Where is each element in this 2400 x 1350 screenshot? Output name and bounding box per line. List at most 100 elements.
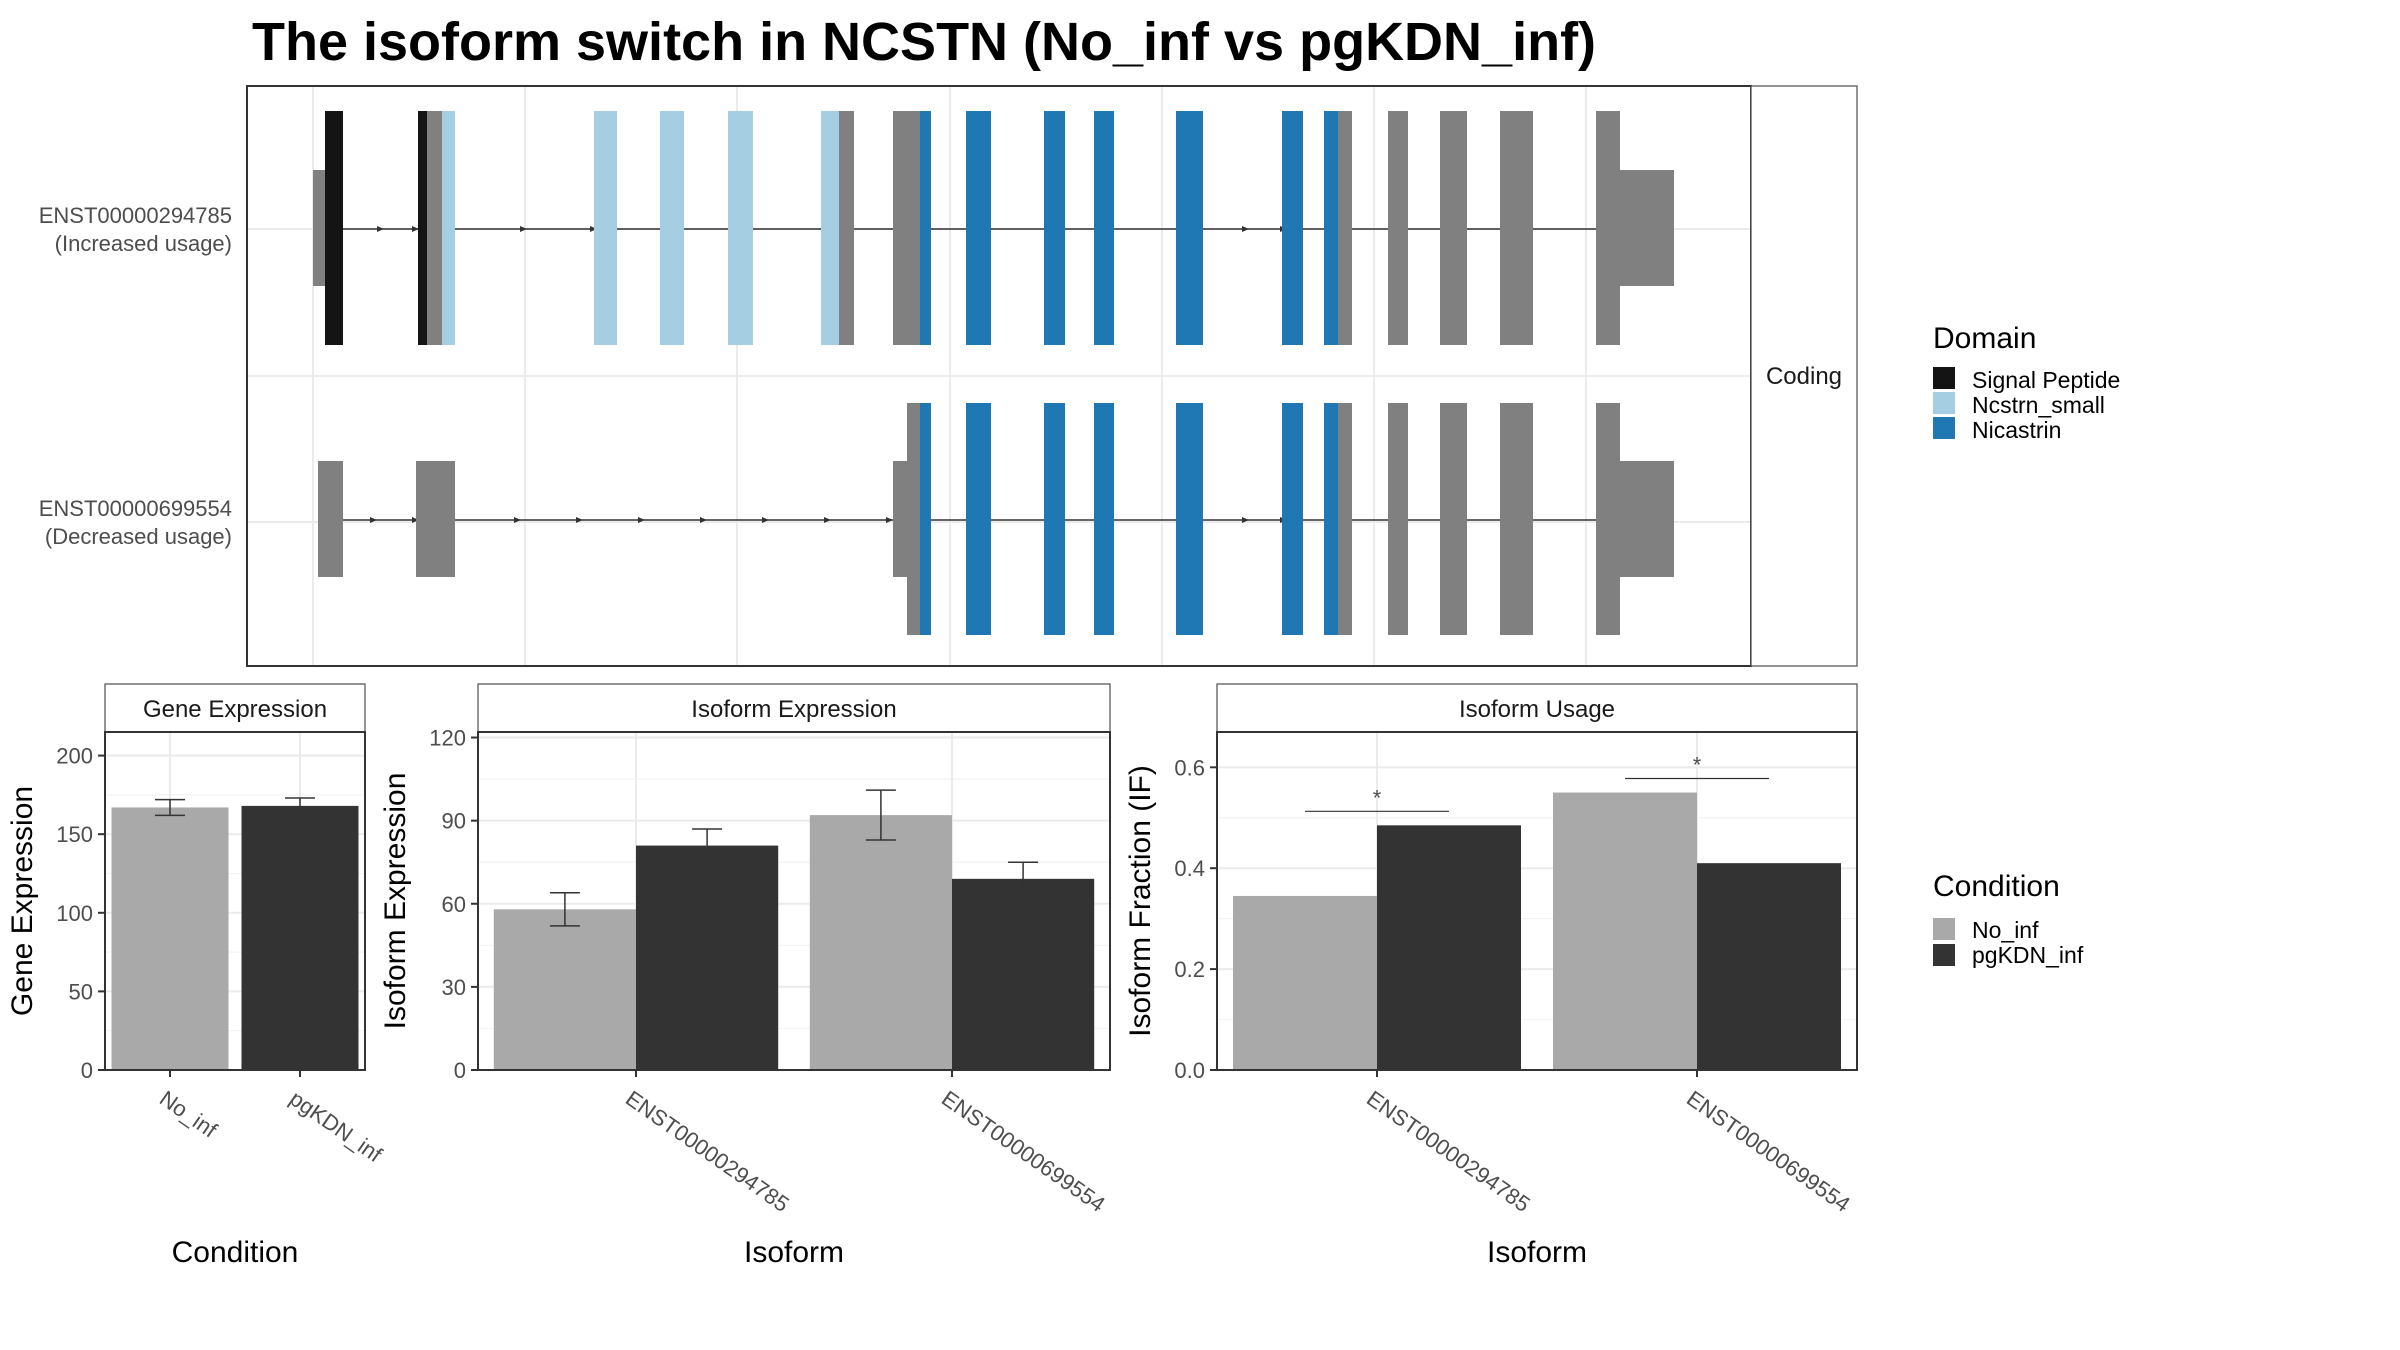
exon-nicastrin [920, 111, 931, 345]
utr-exon [1620, 461, 1674, 577]
intron-arrow [638, 517, 645, 523]
isoform-usage-xlabel: Isoform [1487, 1236, 1587, 1269]
gene-expression-frame [104, 731, 366, 1071]
exon-nicastrin [966, 111, 991, 345]
bar [493, 909, 636, 1070]
y-tick-label: 50 [69, 979, 93, 1004]
bar [111, 807, 229, 1070]
gene-expression-bars [111, 805, 359, 1070]
exon-grey [427, 111, 442, 345]
bar [809, 815, 952, 1070]
isoform-2-id: ENST00000699554 [39, 496, 232, 521]
domain-legend-title: Domain [1933, 322, 2036, 355]
exon-ncstrn-small [594, 111, 617, 345]
isoform-2-usage: (Decreased usage) [45, 524, 232, 549]
exon-grey [893, 111, 920, 345]
exon-nicastrin [1044, 111, 1065, 345]
exon-grey [907, 403, 920, 635]
y-tick-label: 30 [442, 975, 466, 1000]
exon-grey [1388, 403, 1408, 635]
utr-exon [313, 170, 325, 286]
domain-legend: Domain Signal Peptide Ncstrn_small Nicas… [1933, 322, 2120, 443]
intron-arrow [377, 226, 384, 232]
utr-exon [1620, 170, 1674, 286]
exon-nicastrin [1176, 111, 1203, 345]
isoform-track-2 [318, 403, 1674, 635]
isoform-expression-bars [493, 815, 1095, 1070]
gene-expression-y-ticks: 0 50 100 150 200 [56, 744, 105, 1083]
exon-nicastrin [966, 403, 991, 635]
exon-grey [839, 111, 854, 345]
exon-nicastrin [1044, 403, 1065, 635]
structure-facet-label: Coding [1766, 363, 1842, 390]
isoform-usage-y-ticks: 0.0 0.2 0.4 0.6 [1174, 755, 1217, 1083]
isoform-usage-x-ticks: ENST00000294785 ENST00000699554 [1362, 1070, 1855, 1217]
exon-nicastrin [1324, 403, 1338, 635]
utr-exon [416, 461, 455, 577]
exon-nicastrin [1094, 403, 1114, 635]
intron-arrow [514, 517, 521, 523]
gene-expression-ylabel: Gene Expression [6, 786, 39, 1016]
bar [636, 845, 779, 1070]
significance-star: * [1373, 785, 1382, 810]
exon-grey [1596, 403, 1620, 635]
gene-expression-strip-title: Gene Expression [143, 696, 327, 723]
isoform-usage-ylabel: Isoform Fraction (IF) [1124, 765, 1157, 1037]
bar [1697, 863, 1841, 1070]
gene-expression-error-bars [155, 797, 315, 817]
x-tick-label: ENST00000699554 [1682, 1086, 1855, 1217]
y-tick-label: 100 [56, 901, 93, 926]
legend-swatch-nicastrin [1933, 417, 1955, 439]
isoform-expression-ylabel: Isoform Expression [379, 773, 412, 1030]
isoform-usage-strip-title: Isoform Usage [1459, 696, 1615, 723]
exon-nicastrin [1324, 111, 1338, 345]
legend-label-no-inf: No_inf [1972, 917, 2039, 943]
bar [1377, 825, 1521, 1070]
gene-expression-xlabel: Condition [172, 1236, 299, 1269]
isoform-usage-panel: Isoform Usage * * 0.00.20.40.6 ENST000002… [1124, 683, 1858, 1269]
significance-star: * [1693, 753, 1702, 778]
x-tick-label: ENST00000294785 [1362, 1086, 1535, 1217]
gene-expression-x-ticks: No_inf pgKDN_inf [155, 1070, 387, 1168]
isoform-expression-error-bars [549, 789, 1039, 927]
error-bar [155, 798, 185, 817]
condition-legend: Condition No_inf pgKDN_inf [1933, 870, 2084, 968]
exon-nicastrin [1282, 403, 1303, 635]
isoform-usage-strip [1216, 683, 1858, 733]
isoform-usage-frame [1216, 731, 1858, 1071]
error-bar [865, 789, 896, 841]
utr-exon [893, 461, 907, 577]
isoform-1-usage: (Increased usage) [55, 231, 232, 256]
x-tick-label: ENST00000699554 [937, 1086, 1110, 1217]
intron-arrow [824, 517, 831, 523]
intron-arrow [886, 517, 893, 523]
intron-arrow [1242, 517, 1249, 523]
y-tick-label: 200 [56, 744, 93, 769]
isoform-track-1 [313, 111, 1674, 345]
isoform-expression-strip [477, 683, 1111, 733]
isoform-structure-panel: Coding ENST00000294785 (Increased usage)… [39, 85, 1858, 667]
exon-ncstrn-small [660, 111, 684, 345]
intron-arrow [412, 517, 419, 523]
y-tick-label: 120 [429, 726, 466, 751]
y-tick-label: 90 [442, 809, 466, 834]
error-bar [285, 797, 315, 815]
error-bar [692, 828, 723, 863]
y-tick-label: 60 [442, 892, 466, 917]
exon-grey [1596, 111, 1620, 345]
gene-expression-strip [104, 683, 366, 733]
isoform-expression-frame [477, 731, 1111, 1071]
structure-facet-strip [1750, 85, 1858, 667]
isoform-expression-y-ticks: 0 30 60 90 120 [429, 726, 478, 1083]
legend-swatch-signal-peptide [1933, 367, 1955, 389]
exon-signal-peptide [325, 111, 343, 345]
intron-arrow [590, 226, 597, 232]
exon-grey [1440, 403, 1467, 635]
y-tick-label: 150 [56, 822, 93, 847]
intron-arrow [576, 517, 583, 523]
isoform-expression-panel: Isoform Expression 0 30 60 90 120 ENST000002… [379, 683, 1111, 1269]
exon-nicastrin [920, 403, 931, 635]
intron-arrow [370, 517, 377, 523]
x-tick-label: ENST00000294785 [621, 1086, 794, 1217]
intron-arrow [520, 226, 527, 232]
